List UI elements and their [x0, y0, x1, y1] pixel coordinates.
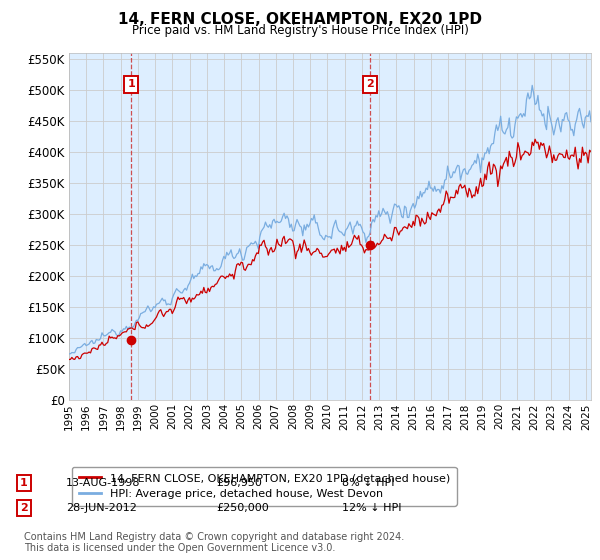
Text: 2: 2 — [20, 503, 28, 513]
Text: £96,950: £96,950 — [216, 478, 262, 488]
Text: Contains HM Land Registry data © Crown copyright and database right 2024.
This d: Contains HM Land Registry data © Crown c… — [24, 531, 404, 553]
Text: 13-AUG-1998: 13-AUG-1998 — [66, 478, 140, 488]
Text: 1: 1 — [127, 80, 135, 90]
Text: 12% ↓ HPI: 12% ↓ HPI — [342, 503, 401, 513]
Text: 1: 1 — [20, 478, 28, 488]
Text: Price paid vs. HM Land Registry's House Price Index (HPI): Price paid vs. HM Land Registry's House … — [131, 24, 469, 36]
Text: 2: 2 — [367, 80, 374, 90]
Text: 8% ↓ HPI: 8% ↓ HPI — [342, 478, 395, 488]
Text: £250,000: £250,000 — [216, 503, 269, 513]
Text: 14, FERN CLOSE, OKEHAMPTON, EX20 1PD: 14, FERN CLOSE, OKEHAMPTON, EX20 1PD — [118, 12, 482, 27]
Text: 28-JUN-2012: 28-JUN-2012 — [66, 503, 137, 513]
Legend: 14, FERN CLOSE, OKEHAMPTON, EX20 1PD (detached house), HPI: Average price, detac: 14, FERN CLOSE, OKEHAMPTON, EX20 1PD (de… — [72, 466, 457, 506]
